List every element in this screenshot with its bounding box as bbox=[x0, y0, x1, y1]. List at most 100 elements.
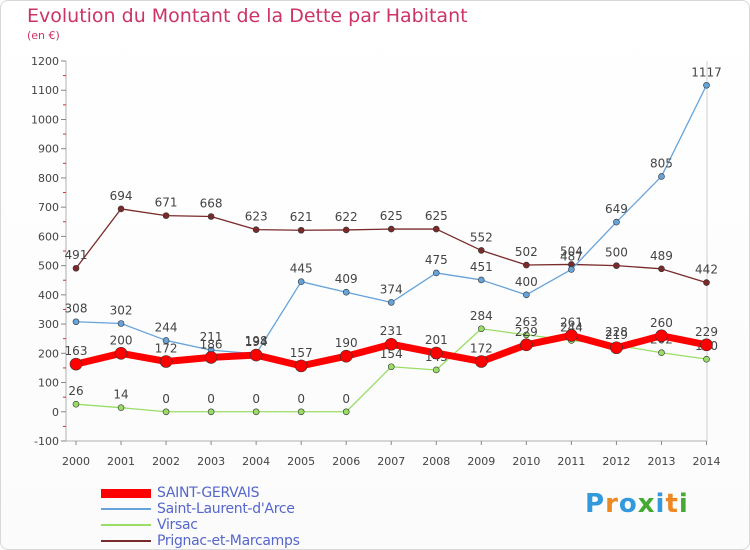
y-tick-label: 100 bbox=[38, 377, 59, 390]
logo-letter: x bbox=[637, 489, 656, 519]
legend-swatch bbox=[101, 540, 151, 542]
data-point-virsac bbox=[342, 408, 350, 416]
data-point-prignac-et-marcamps bbox=[658, 265, 665, 273]
data-point-prignac-et-marcamps bbox=[162, 212, 170, 219]
x-tick-label: 2002 bbox=[152, 455, 180, 468]
data-point-virsac bbox=[478, 325, 485, 333]
legend-swatch bbox=[101, 488, 151, 498]
legend-label: SAINT-GERVAIS bbox=[157, 485, 260, 501]
logo-letter: i bbox=[655, 489, 666, 519]
data-label-prignac-et-marcamps: 621 bbox=[290, 210, 313, 224]
chart-subtitle: (en €) bbox=[27, 29, 60, 42]
data-point-prignac-et-marcamps bbox=[387, 225, 395, 233]
y-tick-label: 300 bbox=[38, 318, 59, 331]
data-label-saint-gervais: 229 bbox=[695, 325, 718, 339]
data-label-prignac-et-marcamps: 504 bbox=[560, 244, 583, 258]
legend-swatch bbox=[101, 508, 151, 510]
y-tick-label: 200 bbox=[38, 347, 59, 360]
data-point-prignac-et-marcamps bbox=[703, 279, 710, 286]
data-point-saint-gervais bbox=[520, 338, 533, 352]
logo-letter: r bbox=[605, 489, 619, 519]
logo-letter: o bbox=[618, 489, 638, 519]
data-label-saint-laurent-d-arce: 487 bbox=[560, 249, 583, 263]
data-label-saint-gervais: 219 bbox=[605, 328, 628, 342]
legend-item: Virsac bbox=[101, 517, 300, 533]
data-label-prignac-et-marcamps: 552 bbox=[470, 230, 493, 244]
data-label-virsac: 0 bbox=[252, 392, 260, 406]
data-point-prignac-et-marcamps bbox=[252, 226, 260, 233]
data-point-virsac bbox=[117, 404, 125, 411]
x-tick-label: 2012 bbox=[602, 455, 630, 468]
legend-item: Prignac-et-Marcamps bbox=[101, 533, 300, 549]
data-point-saint-laurent-d-arce bbox=[478, 276, 485, 284]
data-label-saint-gervais: 231 bbox=[380, 324, 403, 338]
data-label-saint-laurent-d-arce: 451 bbox=[470, 260, 493, 274]
data-point-saint-gervais bbox=[565, 329, 578, 342]
data-label-saint-gervais: 186 bbox=[200, 337, 223, 351]
y-tick-label: 0 bbox=[52, 406, 59, 419]
data-label-prignac-et-marcamps: 623 bbox=[245, 210, 268, 224]
x-tick-label: 2007 bbox=[377, 455, 405, 468]
y-tick-label: 900 bbox=[38, 143, 59, 156]
data-label-prignac-et-marcamps: 489 bbox=[650, 249, 673, 263]
x-tick-label: 2003 bbox=[197, 455, 225, 468]
data-label-prignac-et-marcamps: 671 bbox=[155, 196, 178, 210]
data-point-saint-gervais bbox=[204, 351, 218, 364]
data-point-saint-laurent-d-arce bbox=[613, 218, 620, 226]
data-point-prignac-et-marcamps bbox=[207, 213, 215, 220]
data-label-virsac: 0 bbox=[207, 392, 215, 406]
data-label-virsac: 14 bbox=[113, 388, 128, 402]
data-point-saint-gervais bbox=[655, 329, 668, 343]
data-point-saint-laurent-d-arce bbox=[117, 320, 125, 327]
data-label-prignac-et-marcamps: 502 bbox=[515, 245, 538, 259]
data-label-saint-gervais: 172 bbox=[470, 341, 493, 355]
data-label-saint-laurent-d-arce: 649 bbox=[605, 202, 628, 216]
data-point-virsac bbox=[207, 408, 215, 416]
data-label-saint-laurent-d-arce: 445 bbox=[290, 262, 313, 276]
data-point-prignac-et-marcamps bbox=[342, 226, 350, 234]
data-point-saint-gervais bbox=[700, 338, 713, 352]
data-point-prignac-et-marcamps bbox=[72, 264, 80, 272]
data-point-saint-gervais bbox=[114, 347, 128, 360]
x-tick-label: 2000 bbox=[62, 455, 90, 468]
y-tick-label: 400 bbox=[38, 289, 59, 302]
data-label-saint-gervais: 201 bbox=[425, 333, 448, 347]
x-tick-label: 2001 bbox=[107, 455, 135, 468]
data-point-virsac bbox=[387, 363, 395, 371]
y-tick-label: 600 bbox=[38, 230, 59, 243]
data-label-prignac-et-marcamps: 694 bbox=[110, 189, 133, 203]
data-point-virsac bbox=[297, 408, 305, 416]
data-label-saint-gervais: 172 bbox=[155, 341, 178, 355]
data-point-virsac bbox=[523, 331, 530, 339]
data-point-prignac-et-marcamps bbox=[613, 262, 620, 269]
data-point-prignac-et-marcamps bbox=[297, 226, 305, 234]
data-point-saint-laurent-d-arce bbox=[342, 288, 350, 296]
data-label-saint-laurent-d-arce: 244 bbox=[155, 320, 178, 334]
data-label-saint-gervais: 190 bbox=[335, 336, 358, 350]
y-tick-label: 700 bbox=[38, 201, 59, 214]
data-label-prignac-et-marcamps: 668 bbox=[200, 197, 223, 211]
x-tick-label: 2009 bbox=[467, 455, 495, 468]
data-label-prignac-et-marcamps: 622 bbox=[335, 210, 358, 224]
y-tick-label: 800 bbox=[38, 172, 59, 185]
data-label-saint-laurent-d-arce: 805 bbox=[650, 156, 673, 170]
data-label-saint-laurent-d-arce: 211 bbox=[200, 330, 223, 344]
data-point-saint-laurent-d-arce bbox=[72, 318, 80, 326]
x-tick-label: 2013 bbox=[647, 455, 675, 468]
legend-item: SAINT-GERVAIS bbox=[101, 485, 300, 501]
x-tick-label: 2010 bbox=[512, 455, 540, 468]
data-point-saint-laurent-d-arce bbox=[703, 81, 710, 89]
data-label-saint-gervais: 229 bbox=[515, 325, 538, 339]
data-point-virsac bbox=[703, 355, 710, 363]
data-point-saint-gervais bbox=[294, 359, 308, 373]
y-tick-label: -100 bbox=[34, 435, 59, 448]
data-label-saint-laurent-d-arce: 409 bbox=[335, 272, 358, 286]
x-tick-label: 2008 bbox=[422, 455, 450, 468]
data-label-saint-laurent-d-arce: 1117 bbox=[691, 65, 722, 79]
data-point-saint-laurent-d-arce bbox=[658, 173, 665, 180]
data-label-virsac: 0 bbox=[162, 392, 170, 406]
x-tick-label: 2014 bbox=[693, 455, 721, 468]
proxiti-logo: Proxiti bbox=[585, 489, 689, 519]
data-label-saint-gervais: 200 bbox=[110, 333, 133, 347]
y-tick-label: 1000 bbox=[31, 113, 59, 126]
